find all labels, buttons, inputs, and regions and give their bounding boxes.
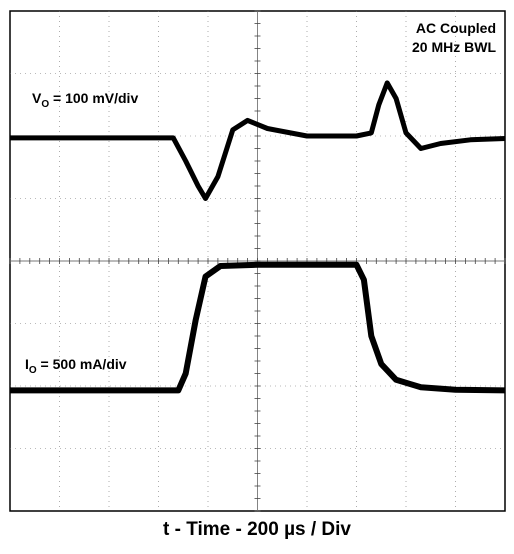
trace-vo bbox=[10, 80, 506, 201]
series-label-io: IO = 500 mA/div bbox=[25, 356, 127, 376]
series-label-vo-main: V bbox=[32, 90, 42, 106]
trace-io bbox=[10, 261, 506, 394]
series-label-io-rest: = 500 mA/div bbox=[37, 356, 127, 372]
annotation-line-1: AC Coupled bbox=[416, 20, 496, 36]
grid bbox=[9, 10, 506, 512]
series-label-vo: VO = 100 mV/div bbox=[32, 90, 138, 110]
series-label-io-main: I bbox=[25, 356, 29, 372]
series-label-vo-rest: = 100 mV/div bbox=[49, 90, 138, 106]
traces bbox=[10, 80, 506, 394]
x-axis-label: t - Time - 200 µs / Div bbox=[163, 519, 351, 540]
series-label-vo-sub: O bbox=[41, 99, 49, 110]
series-label-io-sub: O bbox=[29, 365, 37, 376]
annotation-line-2: 20 MHz BWL bbox=[412, 39, 496, 55]
